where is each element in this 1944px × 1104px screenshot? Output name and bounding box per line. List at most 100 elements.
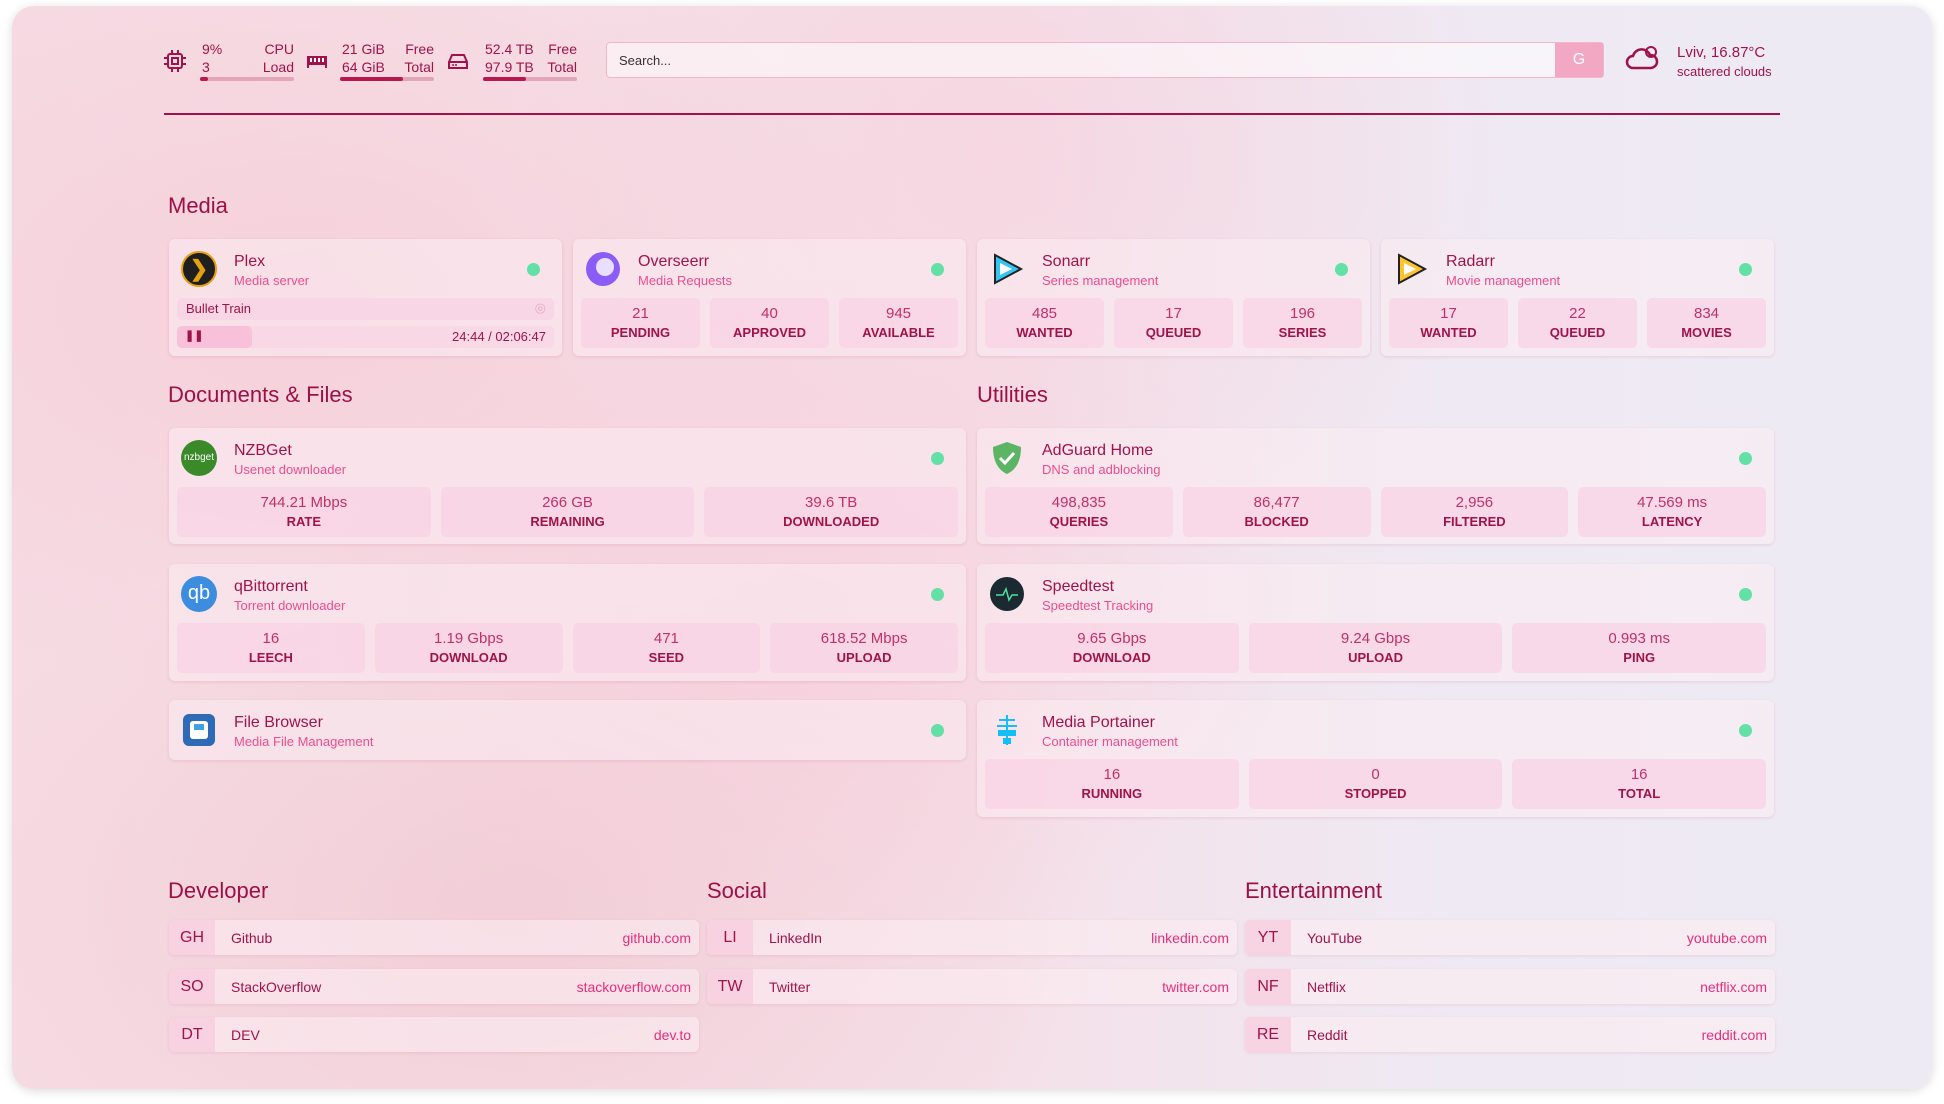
bookmark-url[interactable]: youtube.com [1686,930,1767,946]
service-name: Plex [234,253,266,270]
stat-value: 16 [262,630,280,647]
service-name: qBittorrent [234,578,308,595]
bookmark-abbr: NF [1245,968,1291,1004]
bookmark-abbr: TW [707,968,753,1004]
memory-usage-bar [340,77,434,81]
stat-block: 498,835 QUERIES [985,487,1173,537]
stat-label: DOWNLOADED [783,514,880,529]
load-label: Load [262,59,294,75]
service-card-speedtest[interactable]: Speedtest Speedtest Tracking 9.65 Gbps DOWN… [977,564,1774,681]
stat-value: 86,477 [1253,494,1300,511]
service-name: NZBGet [234,442,292,459]
service-card-portainer[interactable]: Media Portainer Container management 16 RUN… [977,700,1774,817]
stat-value: 9.65 Gbps [1077,630,1147,647]
bookmark-name: LinkedIn [769,930,822,946]
bookmark-url[interactable]: github.com [622,930,691,946]
bookmark-twitter[interactable]: TW Twitter twitter.com [707,968,1237,1004]
service-card-plex[interactable]: ❯ Plex Media server Bullet Train ◎ ❚❚ 24… [169,239,562,356]
stat-value: 16 [1103,766,1121,783]
stat-label: SERIES [1278,325,1327,340]
stat-block: 471 SEED [572,623,761,673]
stat-label: SEED [648,650,685,665]
stat-block: 86,477 BLOCKED [1182,487,1371,537]
stat-label: BLOCKED [1244,514,1309,529]
search-input[interactable] [607,43,1547,77]
dashboard-window [12,6,1932,1089]
stats-row: 16 RUNNING 0 STOPPED 16 TOTAL [985,759,1767,809]
stat-label: DOWNLOAD [429,650,508,665]
bookmark-url[interactable]: reddit.com [1701,1027,1767,1043]
stat-block: 0.993 ms PING [1512,623,1767,673]
service-card-radarr[interactable]: Radarr Movie management 17 WANTED 22 QUEUED 83… [1381,239,1774,356]
now-playing-bar: Bullet Train ◎ [177,298,554,320]
search-engine-button[interactable]: G [1555,43,1603,77]
stat-label: MOVIES [1681,325,1732,340]
service-card-sonarr[interactable]: Sonarr Series management 485 WANTED 17 QUEUED… [977,239,1370,356]
stat-block: 17 QUEUED [1114,298,1233,348]
bookmark-abbr: LI [707,920,753,955]
bookmark-name: Netflix [1307,978,1346,995]
stat-value: 40 [761,305,778,322]
section-title-social: Social [707,878,767,903]
bookmark-youtube[interactable]: YT YouTube youtube.com [1245,920,1775,955]
service-card-nzbget[interactable]: nzbget NZBGet Usenet downloader 744.21 Mbps… [169,428,966,544]
service-card-qbittorrent[interactable]: qb qBittorrent Torrent downloader 16 LEECH 1.… [169,564,966,681]
service-description: Usenet downloader [234,462,347,477]
service-description: Media Requests [638,273,732,288]
bookmark-name: StackOverflow [231,978,322,995]
stat-value: 945 [885,305,912,322]
disk-icon [447,50,469,78]
bookmark-name: Github [231,930,273,946]
stat-label: PING [1623,650,1656,665]
status-indicator-icon [527,263,540,276]
service-card-adguard[interactable]: AdGuard Home DNS and adblocking 498,835 QUE… [977,428,1774,544]
speedtest-logo-icon [989,576,1025,612]
stat-label: AVAILABLE [862,325,935,340]
service-description: Torrent downloader [234,598,346,613]
stat-block: 16 TOTAL [1512,759,1767,809]
stat-block: 196 SERIES [1243,298,1362,348]
stat-block: 9.24 Gbps UPLOAD [1248,623,1503,673]
stat-label: UPLOAD [1348,650,1403,665]
weather-location: Lviv, 16.87°C [1677,44,1766,61]
stat-block: 22 QUEUED [1518,298,1637,348]
bookmark-url[interactable]: twitter.com [1162,978,1229,995]
sonarr-logo-icon [989,251,1025,287]
stats-row: 485 WANTED 17 QUEUED 196 SERIES [985,298,1362,348]
service-description: Movie management [1446,273,1561,288]
playback-progress[interactable]: ❚❚ 24:44 / 02:06:47 [177,326,554,348]
bookmark-url[interactable]: linkedin.com [1151,930,1229,946]
stat-block: 485 WANTED [985,298,1104,348]
service-description: Container management [1042,734,1178,749]
memory-free-value: 21 GiB [342,41,385,57]
pause-icon[interactable]: ❚❚ [185,330,204,342]
service-description: Media File Management [234,734,374,749]
bookmark-url[interactable]: dev.to [653,1027,691,1043]
cpu-load-value: 3 [202,59,210,75]
disk-free-label: Free [548,41,577,57]
stat-label: DOWNLOAD [1072,650,1151,665]
bookmark-url[interactable]: netflix.com [1700,978,1767,995]
bookmark-github[interactable]: GH Github github.com [169,920,699,955]
bookmark-stackoverflow[interactable]: SO StackOverflow stackoverflow.com [169,968,699,1004]
service-card-overseerr[interactable]: Overseerr Media Requests 21 PENDING 40 APPROV… [573,239,966,356]
stat-label: STOPPED [1344,786,1407,801]
bookmark-url[interactable]: stackoverflow.com [576,978,691,995]
bookmark-netflix[interactable]: NF Netflix netflix.com [1245,968,1775,1004]
service-name: Speedtest [1042,578,1115,595]
stat-value: 744.21 Mbps [260,494,348,511]
stats-row: 9.65 Gbps DOWNLOAD 9.24 Gbps UPLOAD 0.993 ms… [985,623,1767,673]
stat-block: 39.6 TB DOWNLOADED [704,487,959,537]
service-name: Overseerr [638,253,710,270]
bookmark-dev[interactable]: DT DEV dev.to [169,1017,699,1052]
stat-value: 16 [1630,766,1648,783]
stat-block: 40 APPROVED [710,298,829,348]
stats-row: 498,835 QUERIES 86,477 BLOCKED 2,956 FILTERED… [985,487,1766,537]
status-indicator-icon [1335,263,1348,276]
memory-widget: 21 GiB 64 GiB Free Total [306,40,434,84]
cpu-icon [164,50,186,78]
bookmark-linkedin[interactable]: LI LinkedIn linkedin.com [707,920,1237,955]
service-card-filebrowser[interactable]: File Browser Media File Management [169,700,966,760]
section-title-documents: Documents & Files [168,382,353,407]
bookmark-reddit[interactable]: RE Reddit reddit.com [1245,1017,1775,1052]
